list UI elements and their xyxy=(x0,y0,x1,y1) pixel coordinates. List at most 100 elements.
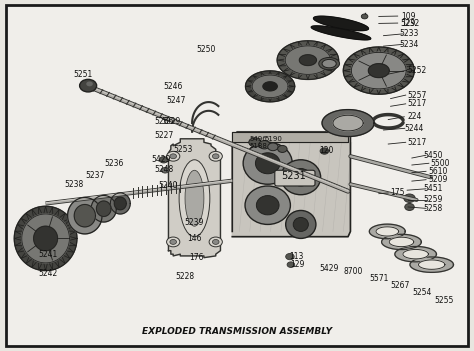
Text: 113: 113 xyxy=(289,252,303,261)
Polygon shape xyxy=(376,227,399,236)
Text: 5209: 5209 xyxy=(428,175,447,184)
Text: 5252: 5252 xyxy=(407,66,426,75)
Text: 5450: 5450 xyxy=(423,151,443,160)
Polygon shape xyxy=(232,132,348,142)
Polygon shape xyxy=(410,257,454,272)
Text: 5258: 5258 xyxy=(423,204,443,213)
Polygon shape xyxy=(369,224,405,239)
Polygon shape xyxy=(277,41,338,79)
Ellipse shape xyxy=(256,196,279,215)
Text: 5231: 5231 xyxy=(282,171,306,181)
Text: 5241: 5241 xyxy=(38,250,57,259)
Ellipse shape xyxy=(293,218,309,231)
Circle shape xyxy=(361,14,368,19)
Polygon shape xyxy=(403,250,428,259)
Text: 5255: 5255 xyxy=(434,296,454,305)
Polygon shape xyxy=(263,82,277,91)
Text: 5259: 5259 xyxy=(423,196,443,205)
Polygon shape xyxy=(114,197,126,210)
Text: 5232: 5232 xyxy=(400,19,419,28)
Text: 5496: 5496 xyxy=(250,136,268,142)
Circle shape xyxy=(161,167,169,173)
Text: 5217: 5217 xyxy=(407,138,426,147)
Polygon shape xyxy=(285,46,330,74)
Polygon shape xyxy=(419,260,445,269)
Text: 5429: 5429 xyxy=(319,264,338,273)
Polygon shape xyxy=(395,246,437,262)
Text: 5227: 5227 xyxy=(154,131,173,140)
Text: 5233: 5233 xyxy=(400,29,419,38)
Ellipse shape xyxy=(291,168,311,186)
Polygon shape xyxy=(96,201,111,217)
Text: 120: 120 xyxy=(319,146,334,155)
FancyBboxPatch shape xyxy=(275,170,315,186)
Circle shape xyxy=(170,154,176,159)
Text: 5188: 5188 xyxy=(250,144,268,150)
Text: 5217: 5217 xyxy=(407,99,426,108)
Polygon shape xyxy=(343,47,414,94)
Text: 176: 176 xyxy=(190,253,204,262)
Polygon shape xyxy=(246,71,295,102)
Text: 5236: 5236 xyxy=(104,159,124,168)
Text: 5190: 5190 xyxy=(265,136,283,142)
Circle shape xyxy=(287,262,295,267)
Ellipse shape xyxy=(286,211,316,238)
Text: 5267: 5267 xyxy=(391,281,410,290)
Polygon shape xyxy=(232,132,350,237)
Text: 5238: 5238 xyxy=(64,180,83,189)
Polygon shape xyxy=(91,196,116,222)
Polygon shape xyxy=(168,139,220,258)
Text: 5229: 5229 xyxy=(161,117,181,126)
Circle shape xyxy=(320,148,328,154)
Text: 109: 109 xyxy=(401,12,415,21)
Circle shape xyxy=(404,194,415,203)
Polygon shape xyxy=(252,75,288,98)
Circle shape xyxy=(212,239,219,244)
Ellipse shape xyxy=(319,58,339,70)
Circle shape xyxy=(212,154,219,159)
Text: 5234: 5234 xyxy=(400,40,419,49)
Text: 5257: 5257 xyxy=(407,91,426,100)
Circle shape xyxy=(209,237,222,247)
Text: 5244: 5244 xyxy=(404,124,424,133)
Circle shape xyxy=(166,237,180,247)
Text: 5250: 5250 xyxy=(197,45,216,54)
Polygon shape xyxy=(34,226,57,251)
Polygon shape xyxy=(68,198,102,234)
Text: EXPLODED TRANSMISSION ASSEMBLY: EXPLODED TRANSMISSION ASSEMBLY xyxy=(142,327,332,336)
Circle shape xyxy=(405,204,414,211)
Circle shape xyxy=(159,157,168,163)
Text: 5248: 5248 xyxy=(154,165,173,174)
Text: 129: 129 xyxy=(290,260,305,269)
Polygon shape xyxy=(382,234,421,250)
Ellipse shape xyxy=(255,153,280,174)
Circle shape xyxy=(286,253,294,260)
Polygon shape xyxy=(22,214,69,263)
Ellipse shape xyxy=(245,186,291,224)
Circle shape xyxy=(86,81,93,86)
Text: 5266: 5266 xyxy=(154,117,173,126)
Ellipse shape xyxy=(281,160,320,195)
Text: 5610: 5610 xyxy=(428,167,447,176)
Polygon shape xyxy=(300,55,317,66)
Polygon shape xyxy=(313,16,368,31)
Polygon shape xyxy=(110,193,130,214)
Polygon shape xyxy=(74,205,95,227)
Ellipse shape xyxy=(243,142,292,184)
Text: 5253: 5253 xyxy=(173,145,192,154)
Text: 5237: 5237 xyxy=(85,171,105,180)
Polygon shape xyxy=(14,206,77,271)
Text: 5254: 5254 xyxy=(412,288,432,297)
Text: 5247: 5247 xyxy=(166,96,185,105)
Polygon shape xyxy=(311,26,371,40)
Text: 5239: 5239 xyxy=(185,218,204,227)
Circle shape xyxy=(80,79,97,92)
Text: 175: 175 xyxy=(391,188,405,198)
Circle shape xyxy=(249,138,261,147)
Text: 224: 224 xyxy=(407,112,421,121)
Text: 5500: 5500 xyxy=(430,159,450,168)
Polygon shape xyxy=(322,110,374,137)
Circle shape xyxy=(259,140,270,149)
Polygon shape xyxy=(351,52,406,89)
Ellipse shape xyxy=(179,160,210,237)
